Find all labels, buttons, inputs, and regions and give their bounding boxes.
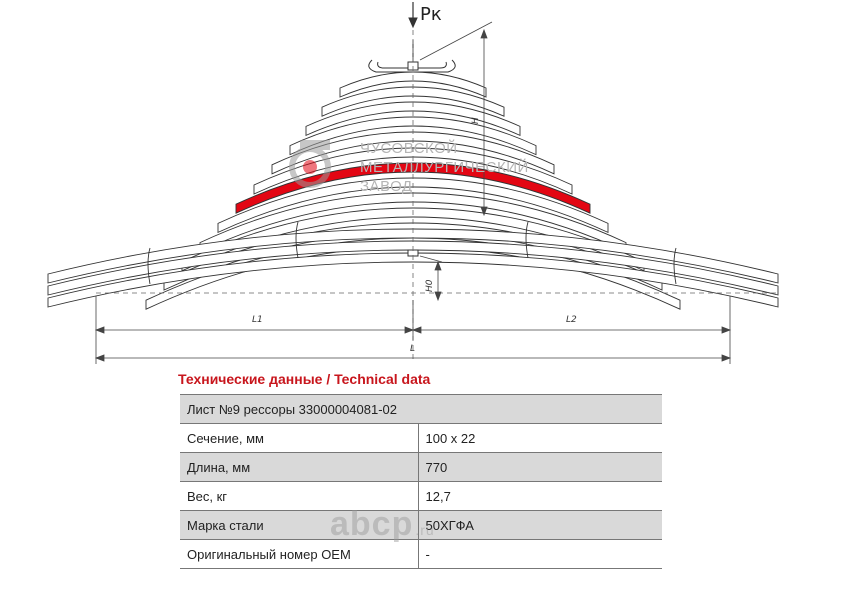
- spec-row-value: 770: [418, 452, 662, 482]
- abcp-watermark: abcp .ru: [330, 505, 435, 544]
- dim-H-label: H: [471, 117, 481, 124]
- dimension-H0: [419, 255, 443, 302]
- spec-row: Оригинальный номер OEM -: [180, 539, 662, 569]
- leaf-clamp: [525, 221, 529, 259]
- load-label: Рк: [420, 4, 442, 25]
- main-spring-leaf: [47, 240, 779, 296]
- spec-row-label: Оригинальный номер OEM: [180, 539, 419, 569]
- dim-L-label: L: [410, 344, 415, 354]
- spec-row-label: Лист №9 рессоры 33000004081-02: [180, 394, 662, 424]
- leaf-clamp: [295, 221, 299, 259]
- spring-leaf: [253, 147, 573, 195]
- spec-row-label: Вес, кг: [180, 481, 419, 511]
- leaf-clamp: [147, 247, 151, 285]
- spec-row: Сечение, мм 100 x 22: [180, 423, 662, 453]
- spec-row: Лист №9 рессоры 33000004081-02: [180, 394, 662, 424]
- main-spring-leaf: [47, 228, 779, 284]
- watermark-line-3: ЗАВОД: [360, 178, 413, 195]
- spring-leaf: [289, 116, 537, 156]
- spring-leaf: [321, 86, 505, 117]
- technical-data-title: Технические данные / Technical data: [178, 371, 431, 387]
- spec-row: Вес, кг 12,7: [180, 481, 662, 511]
- spec-row-value: 12,7: [418, 481, 662, 511]
- spring-leaf: [339, 71, 487, 98]
- spring-leaf: [271, 131, 555, 175]
- spring-leaf: [217, 177, 609, 234]
- abcp-watermark-suffix: .ru: [415, 522, 435, 538]
- dim-L1-label: L1: [252, 315, 263, 325]
- dimension-L: [94, 296, 732, 364]
- spec-row: Длина, мм 770: [180, 452, 662, 482]
- leaf-spring-drawing: Рк H H0 L1 L2 L: [47, 2, 780, 364]
- technical-data-table: Лист №9 рессоры 33000004081-02 Сечение, м…: [180, 394, 662, 569]
- spring-leaf: [305, 101, 521, 137]
- spec-row-value: 50ХГФА: [418, 510, 662, 540]
- watermark-line-2: МЕТАЛЛУРГИЧЕСКИЙ: [360, 158, 529, 176]
- leaf-clamp: [673, 247, 677, 285]
- watermark-line-1: ЧУСОВСКОЙ: [360, 139, 458, 157]
- main-spring-leaf: [47, 252, 779, 308]
- spec-row-value: 100 x 22: [418, 423, 662, 453]
- abcp-watermark-main: abcp: [330, 505, 414, 543]
- spec-row-label: Марка стали: [180, 510, 419, 540]
- chmz-logo-icon: [289, 140, 331, 188]
- dimension-H: [419, 21, 493, 217]
- spec-row: Марка стали 50ХГФА: [180, 510, 662, 540]
- dim-L2-label: L2: [566, 315, 577, 325]
- load-arrow: [408, 2, 418, 29]
- spec-row-label: Сечение, мм: [180, 423, 419, 453]
- dim-H0-label: H0: [425, 279, 435, 292]
- spec-row-label: Длина, мм: [180, 452, 419, 482]
- spec-row-value: -: [418, 539, 662, 569]
